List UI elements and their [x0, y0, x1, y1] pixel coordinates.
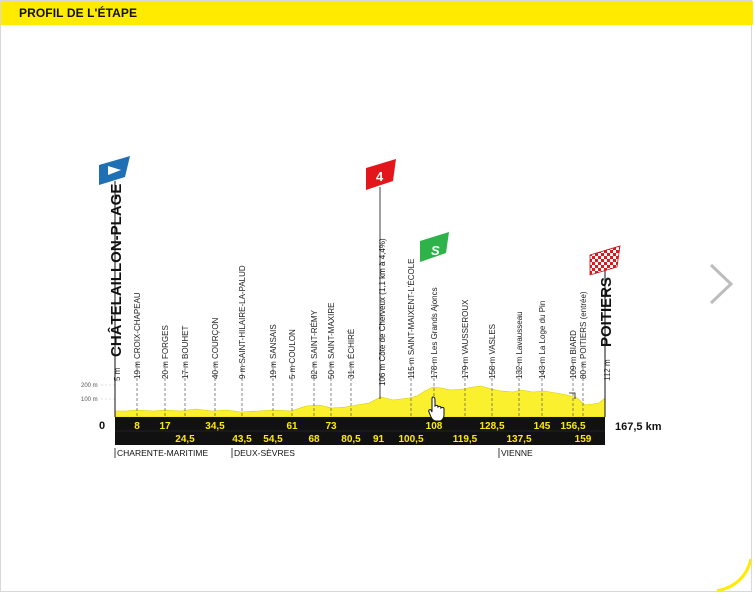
waypoint-label: 143 m La Loge du Pin [538, 301, 547, 379]
km-marker: 8 [134, 421, 140, 432]
waypoint-label: 109 m BIARD [569, 330, 578, 379]
km-marker: 54,5 [263, 434, 283, 445]
department-vienne: VIENNE [501, 448, 533, 458]
hand-cursor-icon [428, 396, 445, 422]
km-marker: 100,5 [398, 434, 423, 445]
biard-marker [569, 392, 576, 399]
km-marker: 128,5 [479, 421, 504, 432]
corner-decoration [716, 558, 751, 591]
km-marker: 61 [286, 421, 298, 432]
scale-label-hi: 200 m [81, 383, 98, 389]
header-bar: PROFIL DE L'ÉTAPE [1, 1, 753, 25]
start-altitude: 5 m [113, 367, 122, 381]
total-distance: 167,5 km [615, 421, 662, 433]
kom-category: 4 [376, 169, 384, 184]
km-marker: 145 [534, 421, 551, 432]
km-marker: 34,5 [205, 421, 225, 432]
waypoint-label: 132 m Lavausseau [515, 311, 524, 379]
sprint-flag-icon: S [420, 232, 449, 262]
waypoint-label: 19 m SANSAIS [269, 324, 278, 379]
km-marker: 159 [575, 434, 592, 445]
km-zero: 0 [99, 420, 105, 432]
km-marker: 80,5 [341, 434, 361, 445]
km-marker: 156,5 [560, 421, 585, 432]
waypoint-label: 20 m FORGES [161, 325, 170, 379]
department-charente: CHARENTE-MARITIME [117, 448, 208, 458]
km-marker: 73 [325, 421, 337, 432]
waypoint-label: 80 m POITIERS (entrée) [579, 291, 588, 379]
scale-label-lo: 100 m [81, 397, 98, 403]
waypoint-label: 31 m ÉCHIRÉ [347, 329, 356, 379]
start-town-label: CHÂTELAILLON-PLAGE [107, 184, 125, 357]
waypoint-labels: 19 m CROIX-CHAPEAU 20 m FORGES 17 m BOUHET… [133, 258, 588, 379]
start-flag-icon [99, 156, 130, 185]
elevation-profile [114, 385, 606, 418]
finish-town-label: POITIERS [598, 277, 615, 347]
chevron-right-icon[interactable] [701, 261, 741, 307]
waypoint-label: 17 m BOUHET [181, 326, 190, 379]
climb-km: 91 [373, 434, 385, 445]
kom-flag-icon: 4 [366, 159, 396, 190]
waypoint-label: 19 m CROIX-CHAPEAU [133, 292, 142, 379]
waypoint-label: 50 m SAINT-MAXIRE [327, 303, 336, 379]
waypoint-label: 40 m COURÇON [211, 317, 220, 379]
km-marker: 24,5 [175, 434, 195, 445]
waypoint-label: 9 m SAINT-HILAIRE-LA-PALUD [238, 265, 247, 379]
km-marker: 17 [159, 421, 171, 432]
km-marker: 108 [426, 421, 443, 432]
km-marker: 119,5 [453, 434, 478, 445]
department-deux-sevres: DEUX-SÈVRES [234, 448, 295, 458]
sprint-symbol: S [431, 243, 440, 258]
waypoint-label: 179 m VAUSSEROUX [461, 299, 470, 379]
finish-altitude: 112 m [603, 359, 612, 381]
climb-label: 106 m Côte de Cherveux (1,1 km à 4,4%) [378, 238, 387, 386]
finish-flag-icon [589, 245, 621, 276]
waypoint-label: 115 m SAINT-MAIXENT-L'ÉCOLE [407, 258, 416, 379]
km-marker: 137,5 [506, 434, 531, 445]
page-title: PROFIL DE L'ÉTAPE [19, 6, 138, 20]
waypoint-label: 5 m COULON [288, 329, 297, 379]
km-marker: 68 [308, 434, 320, 445]
waypoint-label: 82 m SAINT-RÉMY [310, 309, 319, 379]
department-labels: CHARENTE-MARITIME DEUX-SÈVRES VIENNE [114, 448, 533, 458]
km-marker: 43,5 [232, 434, 252, 445]
waypoint-label: 158 m VASLES [488, 324, 497, 379]
waypoint-label: 178 m Les Grands Ajoncs [430, 287, 439, 379]
